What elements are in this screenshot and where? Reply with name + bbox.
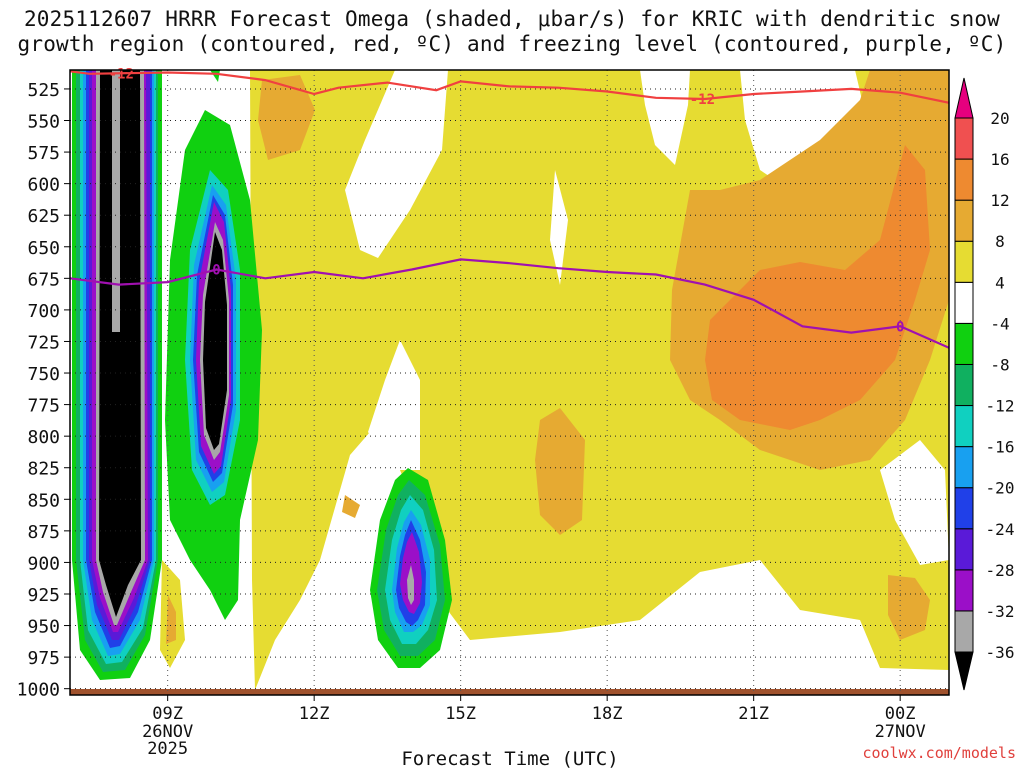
omega-gap-1 xyxy=(345,70,448,258)
colorbar-swatch xyxy=(954,158,974,201)
y-tick-label: 925 xyxy=(27,585,60,606)
y-tick-label: 600 xyxy=(27,175,60,196)
colorbar-swatch xyxy=(954,487,974,530)
contour-freezing-level-0 xyxy=(70,258,949,349)
colorbar-label: -36 xyxy=(986,643,1015,662)
colorbar-label: 20 xyxy=(990,109,1009,128)
colorbar-swatch xyxy=(954,446,974,489)
colorbar-swatch xyxy=(954,322,974,365)
omega-neg-col-black xyxy=(99,70,141,617)
omega-gap-2 xyxy=(368,340,420,470)
colorbar-label: 4 xyxy=(995,273,1005,292)
plot-frame xyxy=(69,69,950,696)
x-tick-label: 18Z xyxy=(592,704,623,724)
colorbar-swatch xyxy=(954,117,974,160)
colorbar-label: -4 xyxy=(990,314,1009,333)
y-tick-label: 575 xyxy=(27,143,60,164)
x-tick-label: 09Z xyxy=(152,704,183,724)
x-tick-sublabel: 27NOV xyxy=(875,722,926,742)
omega-region-8to12-d xyxy=(342,495,360,518)
contour-label-text: -12 xyxy=(690,92,715,108)
colorbar-label: 8 xyxy=(995,232,1005,251)
colorbar-label: -28 xyxy=(986,561,1015,580)
y-tick-label: 1000 xyxy=(17,680,60,701)
chart-title-line-2: growth region (contoured, red, ºC) and f… xyxy=(17,32,1007,56)
omega-region-8to12-e xyxy=(888,575,930,640)
colorbar-swatch xyxy=(954,610,974,653)
colorbar-label: -8 xyxy=(990,355,1009,374)
y-tick-label: 825 xyxy=(27,459,60,480)
y-tick-label: 625 xyxy=(27,206,60,227)
colorbar-label: -16 xyxy=(986,438,1015,457)
omega-neg-core3-gray xyxy=(407,565,414,605)
colorbar-label: 16 xyxy=(990,150,1009,169)
y-tick-label: 700 xyxy=(27,301,60,322)
omega-region-8to12-a xyxy=(258,75,315,160)
colorbar-label: -24 xyxy=(986,520,1015,539)
y-tick-label: 775 xyxy=(27,396,60,417)
chart-title-line-1: 2025112607 HRRR Forecast Omega (shaded, … xyxy=(23,7,1001,31)
x-tick-label: 15Z xyxy=(445,704,476,724)
omega-gap-6 xyxy=(880,440,949,565)
contour-label: 0 xyxy=(212,262,220,278)
omega-shading xyxy=(70,70,949,695)
colorbar-swatch xyxy=(954,405,974,448)
x-axis-label: Forecast Time (UTC) xyxy=(401,748,618,768)
y-tick-label: 975 xyxy=(27,648,60,669)
omega-gap-4 xyxy=(640,70,690,165)
y-tick-label: 725 xyxy=(27,332,60,353)
contour-label-text: -12 xyxy=(109,66,134,82)
x-tick-sublabel: 2025 xyxy=(147,739,188,759)
contour-dendritic-minus12 xyxy=(70,70,949,104)
omega-region-8to12-b xyxy=(535,408,585,535)
colorbar-swatch xyxy=(954,569,974,612)
y-tick-label: 675 xyxy=(27,269,60,290)
colorbar-label: -12 xyxy=(986,397,1015,416)
colorbar-low-extend xyxy=(954,651,974,691)
y-axis: 525 550 575 600 625 650 675 700 725 750 775 800 825 8… xyxy=(17,80,70,701)
y-tick-label: 650 xyxy=(27,238,60,259)
colorbar-swatch xyxy=(954,528,974,571)
contour-label-text: 0 xyxy=(212,262,220,278)
colorbar: -36 -32 -28 -24 -20 -16 -12 -8 -4 4 8 12 16 20 xyxy=(954,77,1015,691)
contour-label-text: 0 xyxy=(896,319,904,335)
terrain-strip xyxy=(70,689,949,695)
y-tick-label: 900 xyxy=(27,553,60,574)
site-watermark: coolwx.com/models xyxy=(862,744,1016,762)
y-tick-label: 525 xyxy=(27,80,60,101)
y-tick-label: 875 xyxy=(27,522,60,543)
y-tick-label: 850 xyxy=(27,490,60,511)
omega-neg-col-spine xyxy=(112,70,120,332)
x-tick-sublabel: 26NOV xyxy=(142,722,193,742)
colorbar-label: -32 xyxy=(986,602,1015,621)
omega-gap-5 xyxy=(740,70,862,190)
colorbar-swatch xyxy=(954,281,974,324)
colorbar-swatch xyxy=(954,240,974,283)
colorbar-label: -20 xyxy=(986,479,1015,498)
y-tick-label: 950 xyxy=(27,617,60,638)
colorbar-high-extend xyxy=(954,77,974,119)
plot-grid xyxy=(70,70,949,695)
omega-gap-3 xyxy=(550,170,568,285)
contour-lines: -12 -12 0 0 xyxy=(70,66,949,349)
y-tick-label: 750 xyxy=(27,364,60,385)
contour-label: 0 xyxy=(896,319,904,335)
omega-region-12to16 xyxy=(705,145,930,430)
colorbar-label: 12 xyxy=(990,191,1009,210)
colorbar-swatch xyxy=(954,199,974,242)
colorbar-swatch xyxy=(954,363,974,407)
y-tick-label: 550 xyxy=(27,112,60,133)
omega-region-small-1b xyxy=(166,595,176,644)
x-tick-label: 00Z xyxy=(885,704,916,724)
y-tick-label: 800 xyxy=(27,427,60,448)
contour-label: -12 xyxy=(109,66,134,82)
x-tick-label: 12Z xyxy=(299,704,330,724)
contour-label: -12 xyxy=(690,92,715,108)
x-tick-label: 21Z xyxy=(738,704,769,724)
